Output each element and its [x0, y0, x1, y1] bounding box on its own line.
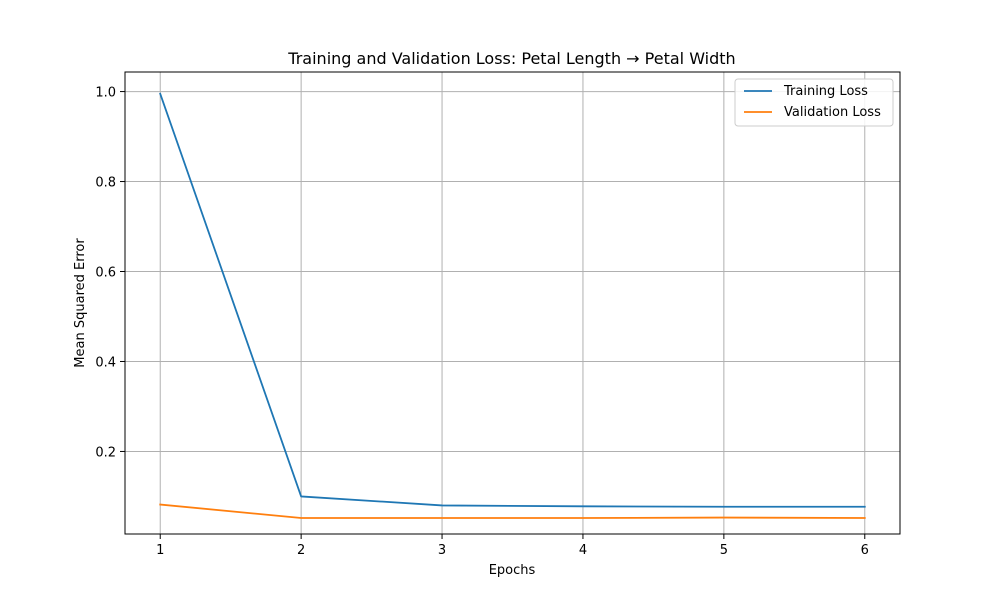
plot-frame [124, 71, 901, 535]
legend-label-training: Training Loss [783, 84, 868, 99]
y-axis-ticks: 0.2 0.4 0.6 0.8 1.0 [95, 86, 125, 460]
y-tick-label: 0.6 [95, 266, 116, 281]
x-axis-ticks: 1 2 3 4 5 6 [156, 534, 869, 558]
x-tick-label: 2 [297, 543, 305, 558]
chart-title: Training and Validation Loss: Petal Leng… [287, 49, 735, 68]
legend-box [734, 78, 894, 127]
training-loss-line [159, 92, 866, 508]
x-axis-label: Epochs [489, 563, 536, 578]
legend-label-validation: Validation Loss [784, 105, 881, 120]
x-tick-label: 6 [861, 543, 869, 558]
series-lines [159, 92, 866, 519]
y-tick-label: 0.4 [95, 355, 116, 370]
legend: Training Loss Validation Loss [734, 78, 894, 127]
x-tick-label: 5 [720, 543, 728, 558]
y-tick-label: 0.8 [95, 176, 116, 191]
x-tick-label: 4 [579, 543, 587, 558]
validation-loss-line [159, 503, 866, 519]
y-tick-label: 0.2 [95, 445, 116, 460]
grid [125, 72, 900, 534]
y-axis-label: Mean Squared Error [73, 238, 88, 368]
x-tick-label: 1 [156, 543, 164, 558]
x-tick-label: 3 [438, 543, 446, 558]
y-tick-label: 1.0 [95, 86, 116, 101]
